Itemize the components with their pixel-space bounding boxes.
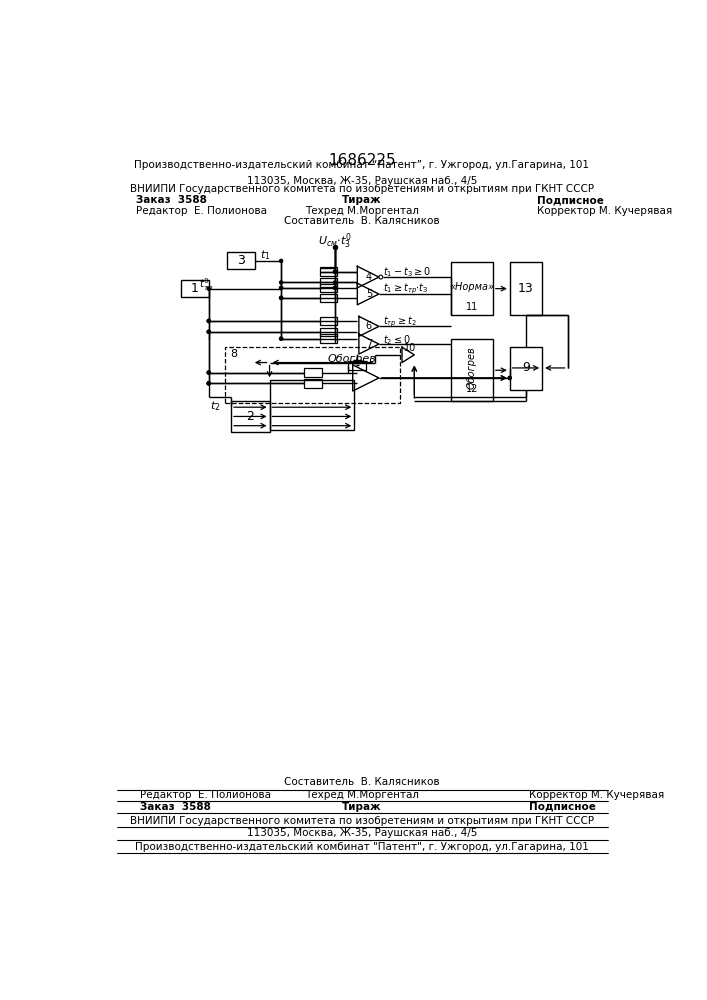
Bar bbox=[510, 347, 542, 389]
Text: Составитель  В. Калясников: Составитель В. Калясников bbox=[284, 216, 440, 226]
Text: Тираж: Тираж bbox=[342, 802, 382, 812]
Bar bbox=[320, 328, 337, 336]
Text: $t_1 - t_3 \geq 0$: $t_1 - t_3 \geq 0$ bbox=[382, 265, 431, 279]
Text: Производственно-издательский комбинат "Патент", г. Ужгород, ул.Гагарина, 101: Производственно-издательский комбинат "П… bbox=[135, 842, 589, 852]
Circle shape bbox=[279, 281, 283, 284]
Bar bbox=[304, 368, 322, 377]
Bar bbox=[320, 294, 337, 302]
Bar bbox=[320, 334, 337, 343]
Text: 7: 7 bbox=[366, 339, 372, 349]
Text: «Норма»: «Норма» bbox=[450, 282, 495, 292]
Text: Редактор  Е. Полионова: Редактор Е. Полионова bbox=[136, 206, 267, 216]
Circle shape bbox=[279, 259, 283, 262]
Text: 6: 6 bbox=[366, 321, 372, 331]
Circle shape bbox=[279, 296, 283, 299]
Text: 12: 12 bbox=[466, 384, 478, 394]
Circle shape bbox=[207, 287, 210, 290]
Text: Техред М.Моргентал: Техред М.Моргентал bbox=[305, 206, 419, 216]
Bar bbox=[227, 252, 255, 269]
Bar bbox=[269, 380, 354, 430]
Circle shape bbox=[508, 376, 511, 379]
Text: Подписное: Подписное bbox=[529, 802, 596, 812]
Text: 1: 1 bbox=[191, 282, 199, 295]
Polygon shape bbox=[402, 347, 414, 363]
Text: Составитель  В. Калясников: Составитель В. Калясников bbox=[284, 777, 440, 787]
Text: 113035, Москва, Ж-35, Раушская наб., 4/5: 113035, Москва, Ж-35, Раушская наб., 4/5 bbox=[247, 828, 477, 838]
Circle shape bbox=[279, 286, 283, 289]
Text: $t_{тр} \geq t_2$: $t_{тр} \geq t_2$ bbox=[382, 315, 416, 329]
Text: 8: 8 bbox=[230, 349, 238, 359]
Text: Обогрев: Обогрев bbox=[327, 354, 376, 364]
Text: 5: 5 bbox=[366, 289, 372, 299]
Text: $t_1 \geq t_{тр}{\cdot}t_3$: $t_1 \geq t_{тр}{\cdot}t_3$ bbox=[382, 281, 428, 296]
Text: 3: 3 bbox=[237, 254, 245, 267]
Bar bbox=[451, 262, 493, 315]
Circle shape bbox=[334, 270, 337, 273]
Bar bbox=[320, 284, 337, 292]
Text: Заказ  3588: Заказ 3588 bbox=[140, 802, 211, 812]
Circle shape bbox=[279, 337, 283, 340]
Text: 9: 9 bbox=[522, 361, 530, 374]
Text: Тираж: Тираж bbox=[342, 195, 382, 205]
Circle shape bbox=[207, 330, 210, 333]
Text: 10: 10 bbox=[404, 343, 416, 353]
Text: 4: 4 bbox=[366, 272, 372, 282]
Text: $t_2$: $t_2$ bbox=[210, 400, 220, 413]
Bar bbox=[181, 280, 209, 297]
Bar bbox=[320, 267, 337, 276]
Text: 11: 11 bbox=[466, 302, 478, 312]
Circle shape bbox=[207, 371, 210, 374]
Bar bbox=[304, 379, 322, 388]
Circle shape bbox=[334, 286, 337, 289]
Text: Техред М.Моргентал: Техред М.Моргентал bbox=[305, 790, 419, 800]
Text: $t_1$: $t_1$ bbox=[259, 248, 270, 262]
Text: Подписное: Подписное bbox=[537, 195, 604, 205]
Circle shape bbox=[207, 382, 210, 385]
Circle shape bbox=[207, 319, 210, 323]
Bar bbox=[320, 317, 337, 325]
Text: $t_{тр}^0$: $t_{тр}^0$ bbox=[199, 277, 214, 294]
Text: $U_{см}{\cdot}t_3^0$: $U_{см}{\cdot}t_3^0$ bbox=[318, 232, 352, 251]
Circle shape bbox=[334, 286, 337, 289]
Text: 2: 2 bbox=[246, 410, 255, 423]
Text: 113035, Москва, Ж-35, Раушская наб., 4/5: 113035, Москва, Ж-35, Раушская наб., 4/5 bbox=[247, 176, 477, 186]
Text: Корректор М. Кучерявая: Корректор М. Кучерявая bbox=[537, 206, 672, 216]
Circle shape bbox=[207, 330, 210, 333]
Text: ВНИИПИ Государственного комитета по изобретениям и открытиям при ГКНТ СССР: ВНИИПИ Государственного комитета по изоб… bbox=[130, 816, 594, 826]
Circle shape bbox=[334, 270, 337, 273]
Bar bbox=[348, 361, 366, 370]
Text: 13: 13 bbox=[518, 282, 534, 295]
Circle shape bbox=[207, 382, 210, 385]
Text: ВНИИПИ Государственного комитета по изобретениям и открытиям при ГКНТ СССР: ВНИИПИ Государственного комитета по изоб… bbox=[130, 184, 594, 194]
Circle shape bbox=[207, 319, 210, 323]
Text: Корректор М. Кучерявая: Корректор М. Кучерявая bbox=[529, 790, 665, 800]
Text: Производственно-издательский комбинат “Патент”, г. Ужгород, ул.Гагарина, 101: Производственно-издательский комбинат “П… bbox=[134, 160, 590, 170]
Circle shape bbox=[207, 371, 210, 374]
Bar bbox=[510, 262, 542, 315]
Circle shape bbox=[279, 337, 283, 340]
Bar bbox=[320, 278, 337, 287]
Text: Заказ  3588: Заказ 3588 bbox=[136, 195, 207, 205]
Text: $t_2 \leq 0$: $t_2 \leq 0$ bbox=[382, 333, 411, 347]
Circle shape bbox=[508, 376, 511, 379]
Bar bbox=[225, 347, 400, 403]
Circle shape bbox=[279, 286, 283, 289]
Circle shape bbox=[279, 296, 283, 299]
Circle shape bbox=[334, 281, 337, 284]
Circle shape bbox=[207, 382, 210, 385]
Bar bbox=[231, 401, 269, 432]
Text: Редактор  Е. Полионова: Редактор Е. Полионова bbox=[140, 790, 271, 800]
Bar bbox=[451, 339, 493, 401]
Text: 1686225: 1686225 bbox=[328, 153, 396, 168]
Text: Обогрев: Обогрев bbox=[467, 347, 477, 389]
